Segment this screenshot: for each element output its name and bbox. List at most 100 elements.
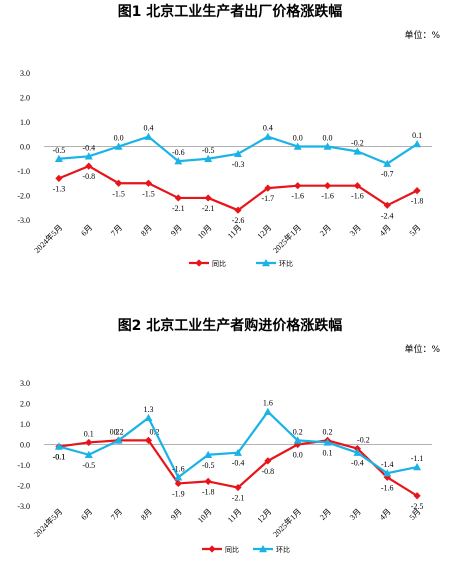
data-label: -0.2 bbox=[357, 436, 370, 445]
x-tick-label: 2025年1月 bbox=[271, 222, 304, 255]
data-point bbox=[144, 132, 153, 140]
x-tick-label: 12月 bbox=[256, 223, 274, 241]
data-point bbox=[264, 184, 272, 192]
data-label: -2.1 bbox=[172, 204, 185, 213]
data-label: 0.0 bbox=[323, 134, 333, 143]
data-label: -1.4 bbox=[381, 460, 394, 469]
data-point bbox=[413, 187, 421, 195]
data-label: -1.7 bbox=[262, 194, 275, 203]
x-tick-label: 8月 bbox=[139, 507, 154, 522]
data-point bbox=[383, 159, 392, 167]
data-point bbox=[204, 154, 213, 162]
y-tick-label: -1.0 bbox=[17, 461, 30, 470]
x-tick-label: 8月 bbox=[139, 223, 154, 238]
data-label: 0.0 bbox=[114, 134, 124, 143]
data-point bbox=[174, 157, 183, 165]
x-tick-label: 12月 bbox=[256, 507, 274, 525]
data-label: -1.5 bbox=[112, 189, 125, 198]
x-tick-label: 9月 bbox=[169, 507, 184, 522]
data-point bbox=[353, 182, 361, 190]
legend-marker bbox=[208, 545, 216, 553]
data-label: -0.4 bbox=[351, 459, 364, 468]
data-point bbox=[54, 442, 63, 450]
y-tick-label: 3.0 bbox=[20, 379, 30, 388]
data-point bbox=[114, 436, 123, 444]
data-label: -1.3 bbox=[53, 184, 66, 193]
data-point bbox=[263, 132, 272, 140]
data-point bbox=[55, 174, 63, 182]
y-tick-label: 1.0 bbox=[20, 118, 30, 127]
y-tick-label: 2.0 bbox=[20, 400, 30, 409]
data-point bbox=[234, 149, 242, 158]
data-label: -1.9 bbox=[172, 489, 185, 498]
data-point bbox=[353, 445, 361, 453]
y-tick-label: 0.0 bbox=[20, 441, 30, 450]
data-label: -0.5 bbox=[202, 461, 215, 470]
data-point bbox=[263, 407, 272, 415]
legend-label: 同比 bbox=[225, 545, 239, 554]
data-label: -1.6 bbox=[351, 192, 364, 201]
x-tick-label: 4月 bbox=[378, 223, 393, 238]
y-tick-label: -3.0 bbox=[17, 502, 30, 511]
data-label: -0.5 bbox=[202, 146, 215, 155]
data-label: -0.8 bbox=[82, 172, 95, 181]
x-tick-label: 2024年5月 bbox=[32, 506, 65, 539]
data-label: -1.6 bbox=[381, 483, 394, 492]
data-point bbox=[234, 483, 242, 492]
data-label: 0.4 bbox=[263, 124, 273, 133]
data-label: -0.4 bbox=[82, 143, 95, 152]
legend-marker bbox=[259, 545, 267, 553]
y-tick-label: 0.0 bbox=[20, 143, 30, 152]
data-label: 0.2 bbox=[114, 427, 124, 436]
data-point bbox=[383, 201, 391, 209]
data-label: -0.2 bbox=[351, 138, 364, 147]
data-point bbox=[115, 179, 123, 187]
data-label: -2.4 bbox=[381, 211, 394, 220]
data-label: 0.1 bbox=[84, 429, 94, 438]
x-tick-label: 7月 bbox=[109, 507, 124, 522]
unit-label: 单位：% bbox=[404, 343, 440, 355]
data-point bbox=[84, 450, 93, 458]
data-point bbox=[293, 142, 302, 150]
data-point bbox=[174, 194, 182, 202]
data-point bbox=[85, 162, 93, 170]
y-tick-label: -2.0 bbox=[17, 482, 30, 491]
data-point bbox=[413, 463, 422, 471]
data-point bbox=[293, 436, 302, 444]
data-label: -1.1 bbox=[411, 454, 424, 463]
data-label: -1.8 bbox=[411, 197, 424, 206]
x-tick-label: 9月 bbox=[169, 223, 184, 238]
data-label: -2.1 bbox=[202, 204, 215, 213]
x-tick-label: 7月 bbox=[109, 223, 124, 238]
data-point bbox=[323, 438, 332, 446]
data-label: 1.6 bbox=[263, 399, 273, 408]
x-tick-label: 6月 bbox=[79, 223, 94, 238]
x-tick-label: 11月 bbox=[226, 507, 243, 524]
data-label: -0.5 bbox=[82, 461, 95, 470]
y-tick-label: -3.0 bbox=[17, 216, 30, 225]
y-tick-label: 3.0 bbox=[20, 69, 30, 78]
data-label: -0.5 bbox=[53, 146, 66, 155]
legend-label: 同比 bbox=[212, 259, 226, 268]
x-tick-label: 2月 bbox=[318, 223, 333, 238]
data-label: 0.1 bbox=[412, 131, 422, 140]
data-point bbox=[144, 413, 153, 422]
data-point bbox=[114, 142, 123, 150]
data-label: -0.1 bbox=[53, 453, 66, 462]
data-label: -1.6 bbox=[321, 192, 334, 201]
data-label: -1.8 bbox=[202, 487, 215, 496]
data-label: -2.1 bbox=[232, 494, 245, 503]
data-point bbox=[294, 182, 302, 190]
chart-title: 图1 北京工业生产者出厂价格涨跌幅 bbox=[118, 3, 343, 20]
x-tick-label: 2024年5月 bbox=[32, 222, 65, 255]
data-label: 0.1 bbox=[323, 448, 333, 457]
data-point bbox=[413, 492, 421, 500]
data-point bbox=[54, 154, 63, 162]
data-point bbox=[323, 142, 332, 150]
data-label: -0.4 bbox=[232, 459, 245, 468]
data-point bbox=[323, 182, 332, 190]
data-point bbox=[85, 438, 93, 447]
x-tick-label: 2月 bbox=[318, 507, 333, 522]
data-label: -2.5 bbox=[411, 502, 424, 511]
